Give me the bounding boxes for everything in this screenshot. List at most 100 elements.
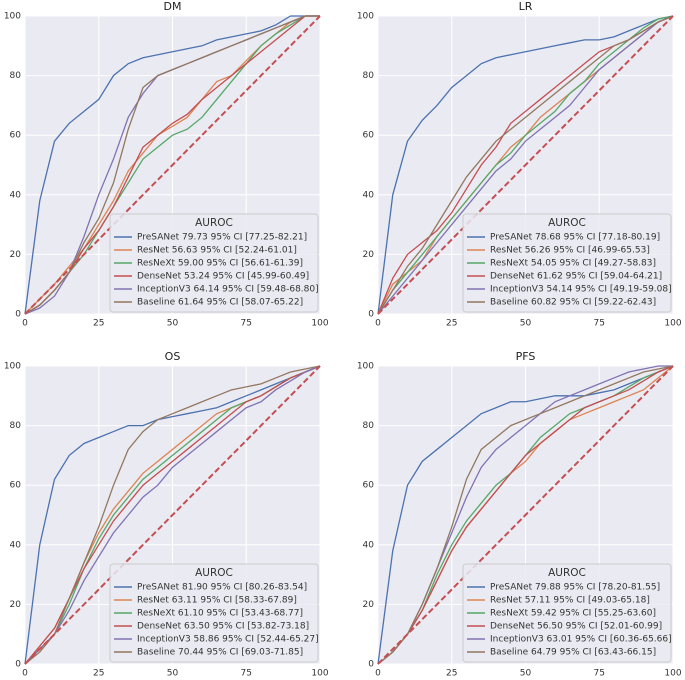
legend-label: DenseNet 63.50 95% CI [53.82-73.18]	[137, 622, 309, 632]
legend-label: Baseline 60.82 95% CI [59.22-62.43]	[490, 298, 656, 308]
x-tick-label: 100	[664, 669, 681, 679]
legend-box	[462, 563, 672, 663]
x-tick-label: 50	[167, 319, 179, 329]
legend-label: DenseNet 53.24 95% CI [45.99-60.49]	[137, 272, 309, 282]
y-tick-label: 40	[10, 540, 22, 550]
x-tick-label: 75	[594, 319, 605, 329]
roc-curve	[24, 365, 321, 665]
legend-title: AUROC	[548, 217, 586, 229]
x-tick-label: 25	[93, 319, 104, 329]
x-tick-label: 100	[664, 319, 681, 329]
legend-label: InceptionV3 54.14 95% CI [49.19-59.08]	[490, 285, 672, 295]
x-tick-label: 25	[446, 669, 457, 679]
legend-label: DenseNet 56.50 95% CI [52.01-60.99]	[490, 622, 662, 632]
y-tick-label: 80	[363, 71, 375, 81]
x-tick-label: 100	[311, 669, 328, 679]
y-tick-label: 100	[357, 12, 374, 22]
roc-curve	[377, 365, 674, 665]
legend: AUROC PreSANet 78.68 95% CI [77.18-80.19]…	[462, 213, 672, 313]
legend-label: PreSANet 79.73 95% CI [77.25-82.21]	[137, 233, 307, 243]
reference-line	[24, 15, 321, 315]
roc-curve	[24, 15, 320, 315]
y-tick-label: 0	[15, 310, 21, 320]
legend-label: PreSANet 79.88 95% CI [78.20-81.55]	[490, 583, 660, 593]
legend-label: ResNeXt 59.42 95% CI [55.25-63.60]	[490, 609, 656, 619]
legend-label: Baseline 64.79 95% CI [63.43-66.15]	[490, 648, 656, 658]
legend-label: ResNet 56.26 95% CI [46.99-65.53]	[490, 246, 650, 256]
y-tick-label: 40	[363, 540, 375, 550]
legend-box	[109, 563, 319, 663]
x-tick-label: 75	[241, 319, 252, 329]
roc-curve	[377, 15, 674, 315]
roc-curve	[377, 365, 674, 665]
y-tick-label: 60	[10, 131, 22, 141]
x-tick-label: 0	[375, 669, 381, 679]
subplot-title: PFS	[516, 350, 536, 363]
legend-label: ResNeXt 61.10 95% CI [53.43-68.77]	[137, 609, 303, 619]
x-tick-label: 0	[375, 319, 381, 329]
y-tick-label: 80	[10, 71, 22, 81]
roc-curve	[377, 15, 674, 315]
subplot-title: OS	[165, 350, 181, 363]
legend-label: Baseline 61.64 95% CI [58.07-65.22]	[137, 298, 303, 308]
roc-curve	[24, 15, 320, 315]
reference-line	[24, 365, 321, 665]
y-tick-label: 0	[368, 660, 374, 670]
x-tick-label: 0	[22, 669, 28, 679]
roc-curve	[24, 365, 321, 665]
y-tick-label: 20	[10, 250, 22, 260]
legend-label: InceptionV3 58.86 95% CI [52.44-65.27]	[137, 635, 319, 645]
y-tick-label: 80	[363, 421, 375, 431]
x-tick-label: 25	[93, 669, 104, 679]
legend-label: PreSANet 78.68 95% CI [77.18-80.19]	[490, 233, 660, 243]
subplot: LR 0 25 50 75 100 0 20 40 60 80 100 AUROC PreSANet 78…	[357, 0, 682, 329]
y-tick-label: 20	[363, 250, 375, 260]
y-tick-label: 40	[10, 190, 22, 200]
reference-line	[377, 365, 674, 665]
legend-title: AUROC	[195, 217, 233, 229]
y-tick-label: 0	[15, 660, 21, 670]
legend-title: AUROC	[195, 567, 233, 579]
legend-box	[109, 213, 319, 313]
legend: AUROC PreSANet 81.90 95% CI [80.26-83.54]…	[109, 563, 319, 663]
x-tick-label: 75	[241, 669, 252, 679]
x-tick-label: 50	[167, 669, 179, 679]
x-tick-label: 25	[446, 319, 457, 329]
y-tick-label: 60	[10, 481, 22, 491]
y-tick-label: 60	[363, 131, 375, 141]
subplot: DM 0 25 50 75 100 0 20 40 60 80 100 AUROC PreSANet 79…	[4, 0, 329, 329]
legend-label: ResNeXt 59.00 95% CI [56.61-61.39]	[137, 259, 303, 269]
x-tick-label: 100	[311, 319, 328, 329]
y-tick-label: 40	[363, 190, 375, 200]
x-tick-label: 50	[520, 669, 532, 679]
y-tick-label: 20	[363, 600, 375, 610]
subplot: OS 0 25 50 75 100 0 20 40 60 80 100 AUROC PreSANet 81…	[4, 350, 329, 679]
legend-label: Baseline 70.44 95% CI [69.03-71.85]	[137, 648, 303, 658]
roc-curve	[24, 15, 320, 315]
reference-line	[377, 15, 674, 315]
y-tick-label: 60	[363, 481, 375, 491]
roc-curve	[24, 15, 320, 315]
legend: AUROC PreSANet 79.73 95% CI [77.25-82.21]…	[109, 213, 319, 313]
x-tick-label: 0	[22, 319, 28, 329]
roc-curve	[24, 365, 321, 665]
roc-curve	[24, 365, 321, 665]
y-tick-label: 100	[357, 362, 374, 372]
legend-label: DenseNet 61.62 95% CI [59.04-64.21]	[490, 272, 662, 282]
subplot-title: DM	[164, 0, 182, 13]
y-tick-label: 100	[4, 12, 21, 22]
roc-curve	[377, 15, 674, 315]
legend: AUROC PreSANet 79.88 95% CI [78.20-81.55]…	[462, 563, 672, 663]
legend-title: AUROC	[548, 567, 586, 579]
y-tick-label: 20	[10, 600, 22, 610]
y-tick-label: 0	[368, 310, 374, 320]
y-tick-label: 100	[4, 362, 21, 372]
roc-curve	[377, 365, 674, 665]
legend-label: InceptionV3 63.01 95% CI [60.36-65.66]	[490, 635, 672, 645]
legend-label: ResNet 57.11 95% CI [49.03-65.18]	[490, 596, 650, 606]
x-tick-label: 50	[520, 319, 532, 329]
legend-label: InceptionV3 64.14 95% CI [59.48-68.80]	[137, 285, 319, 295]
subplot: PFS 0 25 50 75 100 0 20 40 60 80 100 AUROC PreSANet 7…	[357, 350, 682, 679]
legend-label: PreSANet 81.90 95% CI [80.26-83.54]	[137, 583, 307, 593]
legend-label: ResNeXt 54.05 95% CI [49.27-58.83]	[490, 259, 656, 269]
